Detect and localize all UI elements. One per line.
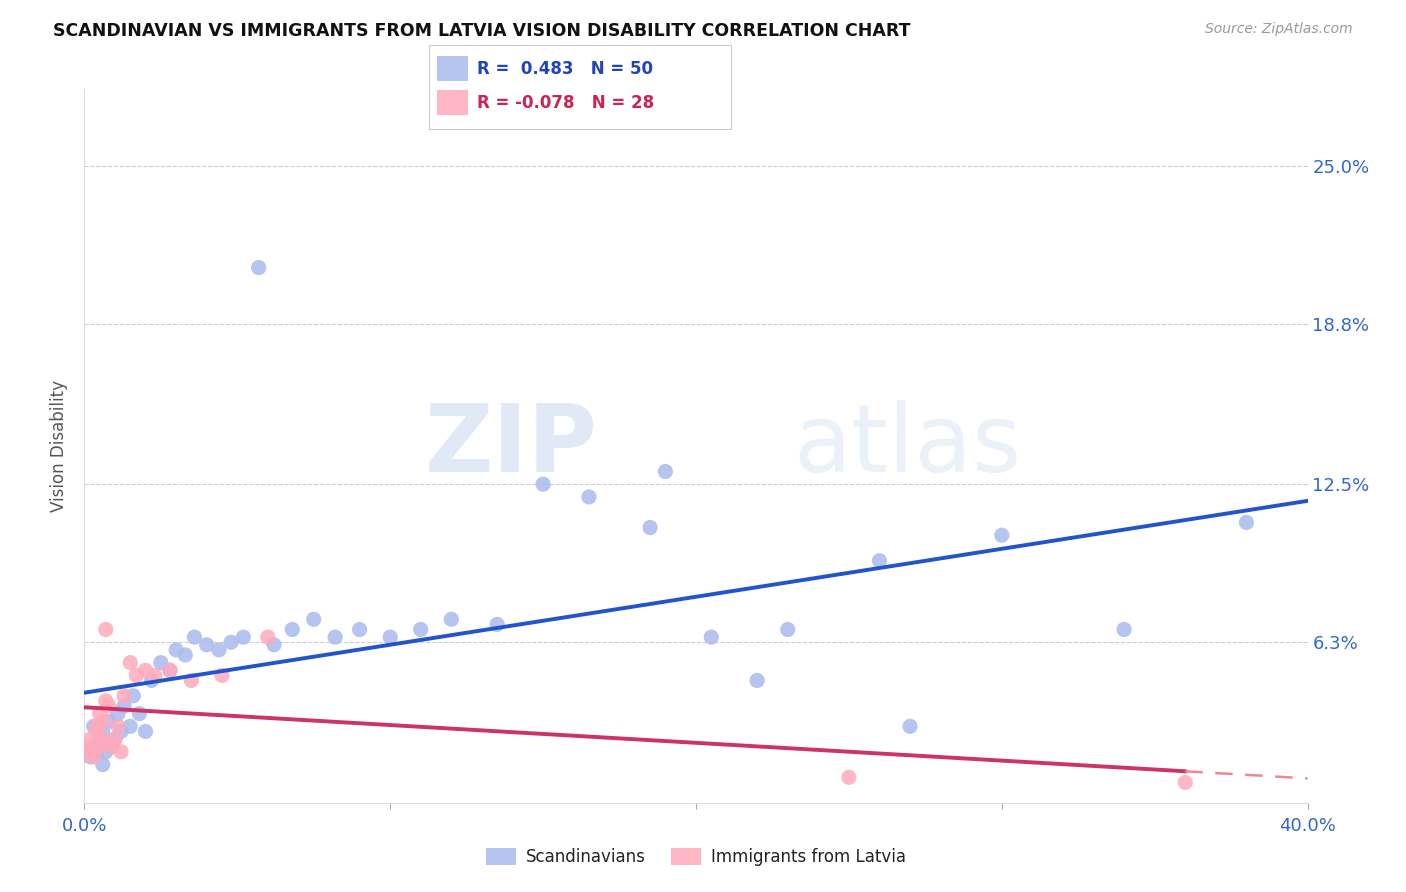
Point [101, 739, 124, 754]
Point [110, 724, 132, 739]
Point [86, 724, 108, 739]
Point [143, 668, 166, 682]
Point [101, 739, 124, 754]
Point [120, 719, 142, 733]
Point [128, 706, 150, 721]
Point [195, 638, 218, 652]
Point [898, 719, 921, 733]
Point [232, 630, 254, 644]
Point [135, 663, 157, 677]
Point [107, 719, 129, 733]
Text: R =  0.483   N = 50: R = 0.483 N = 50 [477, 60, 652, 78]
Point [125, 668, 148, 682]
Point [486, 617, 509, 632]
Point [89, 732, 111, 747]
Point [257, 630, 280, 644]
Point [86, 719, 108, 733]
Text: R = -0.078   N = 28: R = -0.078 N = 28 [477, 94, 654, 112]
Point [107, 706, 129, 721]
Point [208, 643, 231, 657]
Point [1236, 516, 1258, 530]
Y-axis label: Vision Disability: Vision Disability [51, 380, 69, 512]
Point [183, 630, 205, 644]
Point [91, 757, 114, 772]
Point [91, 714, 114, 729]
Point [104, 732, 127, 747]
Point [112, 689, 135, 703]
Point [1114, 623, 1136, 637]
Point [89, 739, 111, 754]
Point [97, 714, 120, 729]
Point [747, 673, 769, 688]
Point [349, 623, 371, 637]
Point [654, 465, 676, 479]
Point [638, 520, 661, 534]
Text: ZIP: ZIP [425, 400, 598, 492]
Point [776, 623, 799, 637]
Point [149, 656, 172, 670]
Point [122, 689, 145, 703]
Point [94, 745, 117, 759]
Point [531, 477, 554, 491]
Point [380, 630, 402, 644]
Point [135, 724, 157, 739]
Point [281, 623, 304, 637]
Point [83, 719, 105, 733]
Point [211, 668, 233, 682]
Point [97, 698, 120, 713]
Legend: Scandinavians, Immigrants from Latvia: Scandinavians, Immigrants from Latvia [479, 841, 912, 873]
Point [112, 698, 135, 713]
Text: atlas: atlas [794, 400, 1022, 492]
Point [263, 638, 285, 652]
Point [104, 732, 127, 747]
Point [94, 694, 117, 708]
Point [409, 623, 432, 637]
Point [219, 635, 242, 649]
Point [89, 706, 111, 721]
Point [83, 750, 105, 764]
Point [302, 612, 325, 626]
Point [174, 648, 197, 662]
Point [159, 663, 181, 677]
Point [91, 724, 114, 739]
Point [1174, 775, 1197, 789]
Point [323, 630, 346, 644]
Point [440, 612, 463, 626]
Point [91, 732, 114, 747]
Point [838, 770, 860, 784]
Point [700, 630, 723, 644]
Text: SCANDINAVIAN VS IMMIGRANTS FROM LATVIA VISION DISABILITY CORRELATION CHART: SCANDINAVIAN VS IMMIGRANTS FROM LATVIA V… [53, 22, 911, 40]
Point [991, 528, 1014, 542]
Point [141, 673, 163, 688]
Point [83, 739, 105, 754]
Point [86, 745, 108, 759]
Point [165, 643, 187, 657]
Point [79, 750, 101, 764]
Point [180, 673, 202, 688]
Point [110, 745, 132, 759]
Point [79, 739, 101, 754]
Point [869, 554, 891, 568]
Point [120, 656, 142, 670]
Point [159, 663, 181, 677]
Point [76, 745, 98, 759]
Point [578, 490, 600, 504]
Text: Source: ZipAtlas.com: Source: ZipAtlas.com [1205, 22, 1353, 37]
Point [247, 260, 270, 275]
Point [94, 623, 117, 637]
Point [79, 732, 101, 747]
